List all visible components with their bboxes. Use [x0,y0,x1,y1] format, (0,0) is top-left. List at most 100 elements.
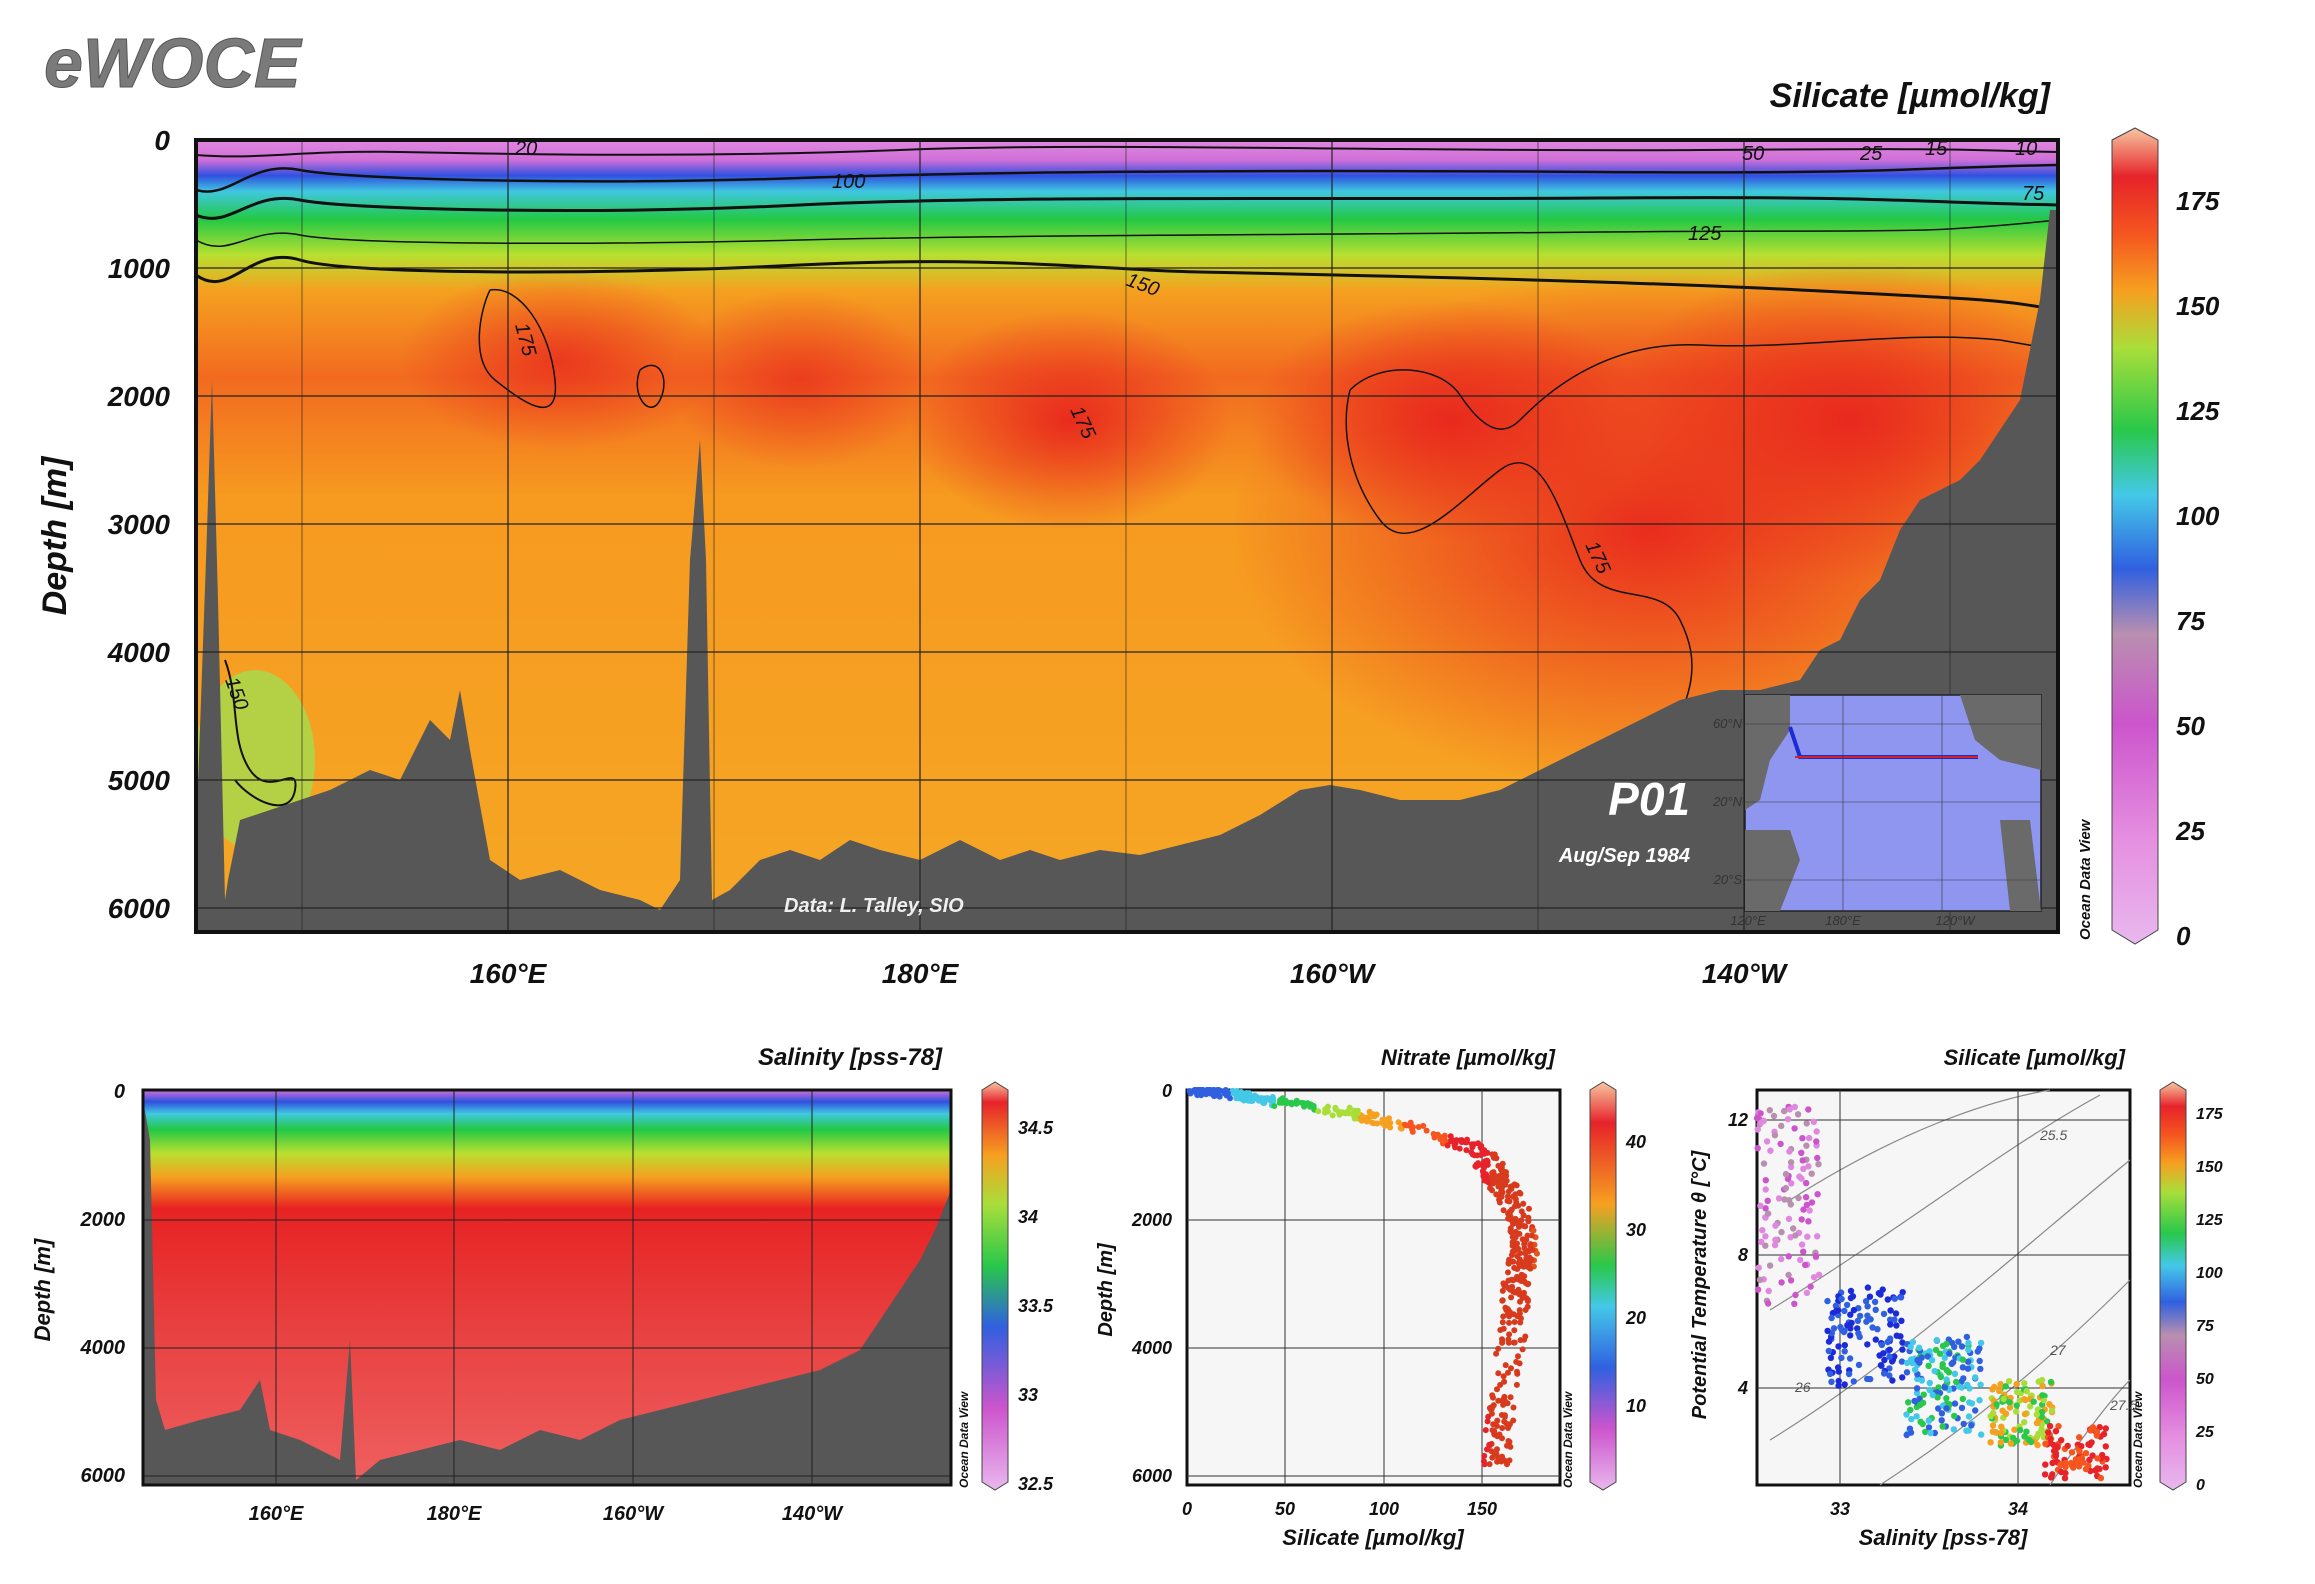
main-xtick-180e: 180°E [882,958,960,989]
inset-lat-20s: 20°S [1713,872,1743,887]
ts-point [1835,1343,1842,1350]
ts-point [1805,1218,1812,1225]
ts-point [1997,1439,2005,1446]
nit-xtick-0: 0 [1182,1499,1192,1519]
contour-label-25: 25 [1859,143,1883,165]
ts-point [1932,1346,1940,1354]
ts-point [1886,1353,1893,1360]
ts-point [2002,1436,2010,1444]
ts-point [1968,1422,1975,1429]
nitrate-point [1407,1119,1414,1126]
contour-line-175-loop [1345,389,1693,781]
ts-point [1943,1395,1950,1402]
ts-point [1792,1232,1799,1239]
nitrate-point [1494,1433,1501,1440]
inset-lon-120e: 120°E [1730,913,1766,928]
ts-point [1889,1377,1896,1384]
ts-point [1925,1362,1932,1370]
ts-title: Silicate [µmol/kg] [1944,1045,2126,1070]
ts-point [2089,1452,2096,1459]
ts-point [1800,1248,1807,1255]
nitrate-point [1520,1212,1527,1219]
nitrate-point [1510,1258,1517,1265]
nitrate-point [1514,1240,1520,1247]
main-y-ticks: 0 1000 2000 3000 4000 5000 6000 [107,125,171,924]
nitrate-point [1227,1095,1233,1102]
ts-point [1877,1291,1884,1298]
ts-point [1997,1429,2005,1437]
ts-point [1928,1357,1936,1364]
nitrate-point [1495,1454,1502,1461]
salinity-y-ticks: 0 2000 4000 6000 [80,1081,126,1487]
nitrate-point [1504,1311,1511,1318]
nitrate-point [1475,1162,1482,1168]
ts-point [1927,1429,1934,1437]
nitrate-point [1514,1370,1521,1377]
ts-point [1843,1301,1851,1309]
ts-point [1778,1228,1785,1236]
inset-lon-120w: 120°W [1935,913,1976,928]
ts-point [2045,1429,2052,1436]
main-ytick-6: 6000 [108,893,171,924]
ts-point [2038,1408,2046,1416]
nitrate-point [1499,1160,1506,1167]
nitrate-point [1409,1128,1416,1135]
ts-point [1803,1179,1810,1187]
ts-point [1772,1222,1779,1229]
nitrate-point [1499,1182,1506,1189]
ts-point [1965,1346,1972,1354]
ts-point [1798,1241,1806,1248]
ts-point [1754,1126,1762,1133]
nitrate-point [1493,1423,1500,1429]
ts-point [1972,1374,1979,1381]
ts-point [1771,1132,1779,1139]
contour-line-175-east [1349,336,2058,430]
nitrate-point [1423,1127,1430,1134]
station-label: P01 [1608,773,1690,825]
main-ylabel: Depth [m] [36,455,74,615]
ts-point [2087,1427,2094,1434]
ts-point [1943,1340,1950,1348]
nit-cbar-tick-20: 20 [1625,1308,1646,1328]
nitrate-xlabel: Silicate [µmol/kg] [1282,1525,1464,1550]
ts-point [2076,1434,2083,1441]
contour-label-125: 125 [1688,223,1722,245]
ts-point [1893,1322,1900,1329]
ts-point [1935,1405,1942,1412]
nitrate-point [1484,1157,1491,1164]
ts-point [1976,1397,1983,1404]
ts-cbar-tick-50: 50 [2196,1371,2214,1388]
nitrate-point [1369,1119,1376,1126]
nitrate-point [1491,1151,1498,1158]
nitrate-point [1329,1112,1336,1119]
ts-point [1828,1314,1835,1322]
nitrate-point [1504,1400,1511,1407]
ts-point [1759,1227,1766,1234]
nitrate-point [1481,1452,1488,1459]
nitrate-point [1213,1087,1220,1094]
credit-label: Data: L. Talley, SIO [784,895,964,917]
contour-line-20 [196,145,2058,158]
ts-point [1919,1399,1927,1407]
ts-point [1785,1271,1792,1279]
ts-point [1959,1364,1967,1371]
ts-point [2102,1464,2109,1471]
ts-point [1787,1277,1795,1284]
main-ytick-3: 3000 [108,509,171,540]
nitrate-point [1525,1214,1532,1221]
ts-point [2093,1428,2101,1436]
ts-point [1807,1283,1814,1290]
nitrate-point [1519,1236,1526,1243]
ts-point [1782,1184,1790,1192]
ts-density-labels: 25.5 26 27 27.5 [1794,1127,2137,1413]
ts-point [1782,1170,1790,1178]
ts-ylabel: Potential Temperature θ [°C] [1689,1149,1711,1419]
nitrate-point [1519,1346,1526,1353]
ts-point [1835,1382,1842,1389]
nitrate-point [1501,1393,1508,1400]
nitrate-point [1494,1417,1501,1424]
nitrate-point [1501,1457,1508,1464]
ts-point [1778,1255,1785,1263]
ts-point [2007,1440,2015,1447]
